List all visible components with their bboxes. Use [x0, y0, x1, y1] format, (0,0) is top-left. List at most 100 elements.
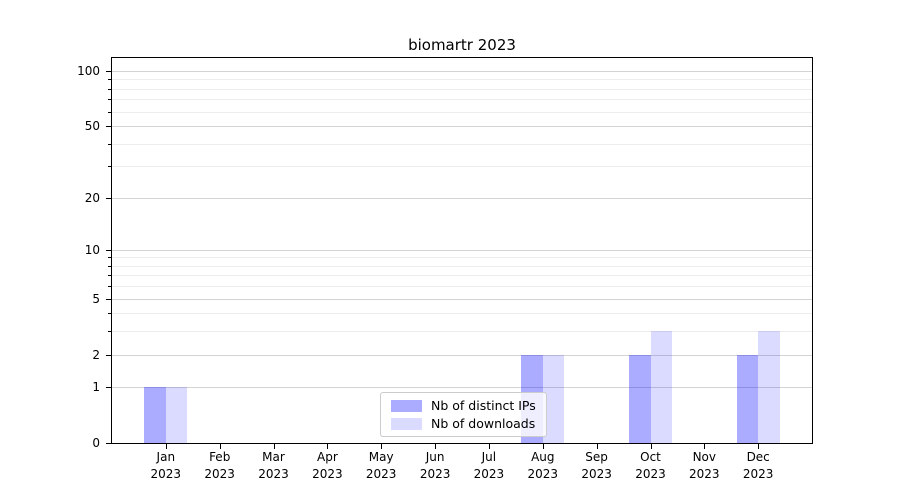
y-minor-tick-mark — [108, 275, 111, 277]
y-tick-mark — [106, 354, 111, 356]
x-tick-year: 2023 — [312, 467, 343, 481]
y-tick-mark — [106, 387, 111, 389]
x-tick-label: Apr 2023 — [299, 449, 355, 483]
chart-title: biomartr 2023 — [408, 36, 516, 54]
y-tick-label: 100 — [77, 64, 100, 78]
y-tick-label: 1 — [92, 380, 100, 395]
major-gridline — [112, 354, 812, 356]
legend-swatch — [391, 399, 422, 412]
x-tick-label: Jan 2023 — [138, 449, 194, 483]
y-tick-label: 50 — [84, 119, 100, 134]
y-minor-tick-mark — [108, 166, 111, 168]
x-tick-mark — [165, 444, 167, 449]
major-gridline — [112, 298, 812, 300]
x-tick-mark — [758, 444, 760, 449]
y-tick-label: 10 — [84, 242, 100, 257]
bar — [144, 387, 166, 443]
x-tick-year: 2023 — [419, 467, 451, 481]
legend-label: Nb of distinct IPs — [431, 397, 536, 413]
x-tick-month: May — [368, 450, 394, 464]
x-tick-mark — [219, 444, 221, 449]
x-tick-label: Oct 2023 — [623, 449, 679, 483]
y-minor-tick-mark — [108, 79, 111, 81]
x-tick-label: Mar 2023 — [246, 449, 302, 483]
y-minor-tick-mark — [108, 265, 111, 267]
y-tick-label: 5 — [92, 291, 100, 306]
y-tick-label: 2 — [92, 347, 100, 362]
x-tick-month: Aug — [531, 450, 555, 464]
major-gridline — [112, 387, 812, 389]
y-tick-label: 20 — [84, 190, 100, 205]
minor-gridline — [112, 257, 812, 259]
y-minor-tick-mark — [108, 257, 111, 259]
y-tick-mark — [106, 249, 111, 251]
minor-gridline — [112, 275, 812, 277]
x-tick-label: Jul 2023 — [461, 449, 517, 483]
x-tick-mark — [327, 444, 329, 449]
x-tick-month: Nov — [692, 450, 716, 464]
x-tick-label: Dec 2023 — [730, 449, 786, 483]
x-tick-mark — [704, 444, 706, 449]
minor-gridline — [112, 111, 812, 113]
x-tick-year: 2023 — [473, 467, 505, 481]
bar — [650, 331, 672, 443]
x-tick-label: Jun 2023 — [407, 449, 463, 483]
y-tick-mark — [106, 298, 111, 300]
minor-gridline — [112, 99, 812, 101]
minor-gridline — [112, 265, 812, 267]
x-tick-month: Sep — [585, 450, 608, 464]
y-minor-tick-mark — [108, 111, 111, 113]
y-tick-mark — [106, 71, 111, 72]
x-tick-year: 2023 — [204, 467, 235, 481]
minor-gridline — [112, 143, 812, 145]
legend-item: Nb of distinct IPs — [391, 397, 546, 413]
y-minor-tick-mark — [108, 331, 111, 333]
major-gridline — [112, 197, 812, 199]
y-minor-tick-mark — [108, 99, 111, 101]
x-tick-year: 2023 — [635, 467, 666, 481]
minor-gridline — [112, 88, 812, 90]
y-minor-tick-mark — [108, 88, 111, 90]
x-tick-year: 2023 — [258, 467, 289, 481]
y-minor-tick-mark — [108, 143, 111, 145]
legend-item: Nb of downloads — [391, 416, 546, 431]
y-tick-mark — [106, 126, 111, 128]
x-tick-month: Feb — [209, 450, 231, 464]
minor-gridline — [112, 166, 812, 168]
x-tick-label: Aug 2023 — [515, 449, 571, 483]
major-gridline — [112, 249, 812, 251]
x-tick-mark — [596, 444, 598, 449]
x-tick-mark — [542, 444, 544, 449]
y-minor-tick-mark — [108, 286, 111, 288]
minor-gridline — [112, 331, 812, 333]
bar — [736, 354, 759, 443]
x-tick-label: Sep 2023 — [569, 449, 625, 483]
y-tick-mark — [106, 443, 111, 444]
y-minor-tick-mark — [108, 313, 111, 315]
x-tick-year: 2023 — [581, 467, 612, 481]
minor-gridline — [112, 286, 812, 288]
x-tick-year: 2023 — [365, 467, 397, 481]
bar — [629, 354, 651, 443]
legend: Nb of distinct IPs Nb of downloads — [380, 392, 547, 437]
x-tick-month: Jun — [425, 450, 445, 464]
major-gridline — [112, 126, 812, 128]
legend-swatch — [391, 417, 422, 430]
y-tick-label: 0 — [92, 436, 100, 450]
bar — [758, 331, 780, 443]
x-tick-month: Jan — [156, 450, 176, 464]
plot-area — [111, 57, 813, 444]
major-gridline — [112, 71, 812, 72]
bar — [165, 387, 188, 443]
x-tick-label: Nov 2023 — [676, 449, 732, 483]
x-tick-mark — [488, 444, 490, 449]
x-tick-year: 2023 — [689, 467, 720, 481]
bar — [542, 354, 565, 443]
x-tick-mark — [381, 444, 383, 449]
x-tick-year: 2023 — [527, 467, 559, 481]
x-tick-mark — [273, 444, 275, 449]
x-tick-month: Dec — [746, 450, 770, 464]
x-tick-month: Apr — [317, 450, 338, 464]
x-tick-mark — [435, 444, 437, 449]
